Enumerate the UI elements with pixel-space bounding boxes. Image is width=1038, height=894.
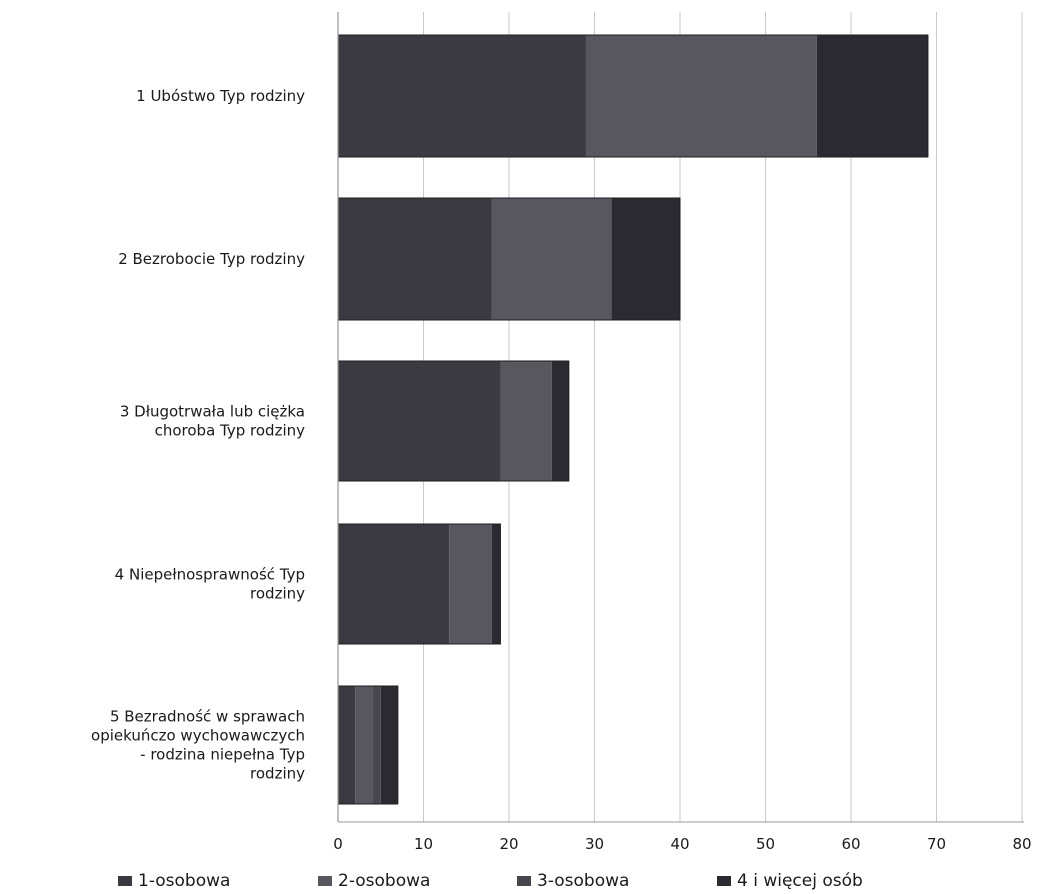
category-label: 2 Bezrobocie Typ rodziny bbox=[118, 250, 305, 268]
bar-segment bbox=[491, 198, 612, 320]
bar-segment bbox=[338, 35, 586, 157]
legend-swatch bbox=[517, 876, 531, 886]
x-tick-label: 0 bbox=[333, 835, 343, 853]
bar-segment bbox=[449, 524, 492, 644]
legend-swatch bbox=[717, 876, 731, 886]
bar-segment bbox=[491, 524, 501, 644]
bar-segment bbox=[380, 686, 398, 804]
bar-segment bbox=[355, 686, 373, 804]
bar-segment bbox=[338, 361, 501, 481]
x-tick-label: 30 bbox=[585, 835, 604, 853]
bar-segment bbox=[816, 35, 928, 157]
legend-label: 3-osobowa bbox=[537, 871, 629, 890]
legend-label: 2-osobowa bbox=[338, 871, 430, 890]
x-tick-label: 20 bbox=[499, 835, 518, 853]
bar-segment bbox=[338, 198, 492, 320]
legend-swatch bbox=[318, 876, 332, 886]
bar-segment bbox=[585, 35, 817, 157]
x-tick-label: 50 bbox=[756, 835, 775, 853]
category-label: 5 Bezradność w sprawach opiekuńczo wychow… bbox=[91, 708, 305, 783]
legend-label: 1-osobowa bbox=[138, 871, 230, 890]
legend-swatch bbox=[118, 876, 132, 886]
x-tick-label: 10 bbox=[414, 835, 433, 853]
category-label: 3 Długotrwała lub ciężka choroba Typ rodz… bbox=[120, 403, 305, 440]
category-label-layer: 1 Ubóstwo Typ rodziny 2 Bezrobocie Typ ro… bbox=[91, 87, 305, 783]
x-tick-label: 40 bbox=[670, 835, 689, 853]
legend: 1-osobowa 2-osobowa 3-osobowa 4 i więcej os… bbox=[118, 871, 863, 891]
bar-segment bbox=[338, 686, 356, 804]
x-tick-label: 70 bbox=[927, 835, 946, 853]
bar-layer bbox=[337, 34, 929, 805]
category-label: 1 Ubóstwo Typ rodziny bbox=[136, 87, 305, 105]
category-label: 4 Niepełnosprawność Typ rodziny bbox=[115, 566, 305, 603]
legend-label: 4 i więcej osób bbox=[737, 871, 863, 890]
x-tick-label: 60 bbox=[841, 835, 860, 853]
bar-segment bbox=[500, 361, 552, 481]
x-tick-label: 80 bbox=[1012, 835, 1031, 853]
bar-segment bbox=[372, 686, 381, 804]
axis-layer: 0 10 20 30 40 50 60 70 80 bbox=[333, 12, 1032, 853]
bar-segment bbox=[551, 361, 569, 481]
bar-segment bbox=[611, 198, 680, 320]
bar-segment bbox=[338, 524, 450, 644]
